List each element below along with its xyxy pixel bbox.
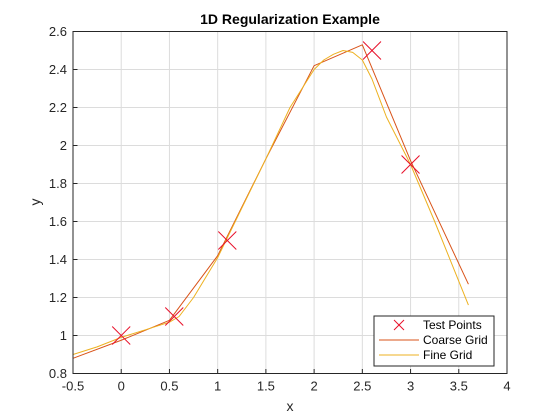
marker-stroke	[164, 307, 184, 326]
x-tick-label: 2.5	[353, 379, 371, 394]
axes-box	[72, 31, 508, 374]
x-axis-label: x	[287, 398, 294, 414]
legend-label: Test Points	[423, 318, 482, 332]
y-tick-label: 1.8	[49, 176, 67, 191]
marker-stroke	[217, 231, 237, 250]
marker-stroke	[362, 41, 382, 60]
marker-stroke	[401, 155, 420, 174]
chart-title: 1D Regularization Example	[200, 11, 380, 27]
x-tick-label: 1	[214, 379, 221, 394]
x-tick-label: 4	[503, 379, 510, 394]
y-tick-label: 2	[60, 138, 67, 153]
test-point-marker	[401, 155, 420, 174]
x-tick-label: 0.5	[160, 379, 178, 394]
x-tick-label: 1.5	[257, 379, 275, 394]
x-tick-label: -0.5	[62, 379, 84, 394]
y-tick-label: 1	[60, 328, 67, 343]
series-layer	[72, 41, 469, 359]
x-tick-label: 3.5	[450, 379, 468, 394]
test-point-marker	[111, 326, 131, 345]
legend-label: Fine Grid	[423, 348, 472, 362]
y-tick-label: 2.4	[49, 62, 67, 77]
y-tick-label: 0.8	[49, 366, 67, 381]
y-tick-label: 1.2	[49, 290, 67, 305]
y-axis-label: y	[27, 199, 43, 206]
x-tick-label: 3	[407, 379, 414, 394]
legend-marker-icon	[393, 319, 405, 331]
x-tick-label: 0	[118, 379, 125, 394]
test-point-marker	[362, 41, 382, 60]
y-tick-label: 2.2	[49, 100, 67, 115]
legend-box	[373, 315, 495, 367]
tick-layer: -0.5 0 0.5 1 1.5 2 2.5 3 3.5 4 0.8 1 1.2 1.4 1.6 1.8 2 2.…	[49, 24, 511, 394]
y-tick-label: 1.4	[49, 252, 67, 267]
y-tick-label: 1.6	[49, 214, 67, 229]
series-line-coarse-grid	[72, 44, 469, 359]
y-tick-label: 2.6	[49, 24, 67, 39]
x-tick-label: 2	[310, 379, 317, 394]
marker-stroke	[111, 326, 131, 345]
test-point-marker	[217, 231, 237, 250]
test-point-marker	[164, 307, 184, 326]
series-line-fine-grid	[72, 50, 469, 355]
legend-label: Coarse Grid	[423, 333, 488, 347]
